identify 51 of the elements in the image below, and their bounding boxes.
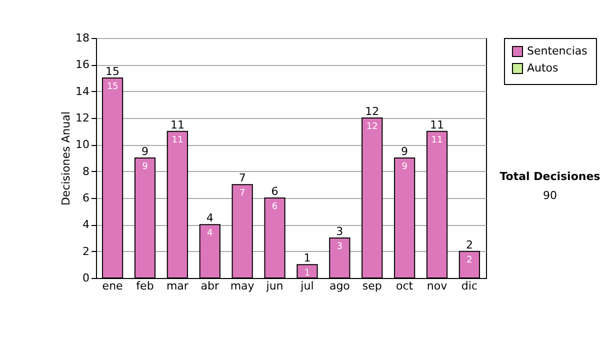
data-label: 11 bbox=[172, 135, 184, 146]
total-label: 6 bbox=[271, 185, 278, 198]
x-tick-label: dic bbox=[461, 280, 478, 292]
x-tick-label: oct bbox=[396, 280, 414, 292]
total-label: 3 bbox=[336, 225, 344, 238]
x-tick-label: jun bbox=[265, 280, 284, 292]
x-tick-label: may bbox=[230, 280, 255, 292]
legend-label: Sentencias bbox=[527, 44, 588, 58]
data-label: 4 bbox=[207, 228, 214, 239]
y-tick-label: 4 bbox=[82, 218, 90, 232]
y-tick-label: 0 bbox=[82, 272, 90, 284]
total-label: 7 bbox=[238, 172, 246, 185]
data-label: 3 bbox=[336, 242, 343, 252]
y-axis-title: Decisiones Anual bbox=[60, 111, 73, 206]
x-tick-label: abr bbox=[200, 280, 220, 292]
x-tick-label: ene bbox=[102, 280, 124, 292]
x-tick-label: ago bbox=[329, 280, 350, 292]
total-label: 2 bbox=[466, 238, 473, 252]
y-tick-label: 14 bbox=[76, 84, 90, 98]
x-tick-label: jul bbox=[300, 280, 314, 292]
text: Total Decisiones bbox=[498, 170, 600, 183]
total-label: 11 bbox=[430, 118, 444, 132]
y-tick-label: 16 bbox=[76, 58, 90, 72]
y-tick-label: 10 bbox=[76, 138, 90, 152]
y-tick-label: 8 bbox=[82, 164, 90, 178]
x-tick-label: feb bbox=[136, 280, 154, 292]
total-label: 15 bbox=[106, 65, 120, 78]
data-label: 7 bbox=[239, 188, 246, 199]
total-label: 9 bbox=[401, 145, 408, 158]
total-label: 11 bbox=[170, 118, 184, 132]
total-label: 4 bbox=[206, 212, 214, 225]
y-tick-label: 18 bbox=[76, 32, 90, 44]
data-label: 1 bbox=[304, 268, 310, 279]
x-tick-label: nov bbox=[426, 280, 448, 292]
data-label: 2 bbox=[466, 255, 472, 266]
total-label: 1 bbox=[304, 252, 311, 265]
data-label: 9 bbox=[402, 162, 408, 172]
data-label: 12 bbox=[366, 122, 378, 132]
x-tick-label: mar bbox=[166, 280, 189, 292]
data-label: 9 bbox=[142, 162, 148, 172]
data-label: 15 bbox=[106, 82, 118, 92]
y-tick-label: 2 bbox=[82, 244, 90, 258]
total-label: 12 bbox=[365, 105, 380, 118]
text: 90 bbox=[542, 189, 558, 202]
y-tick-label: 6 bbox=[82, 192, 90, 204]
x-tick-label: sep bbox=[362, 280, 382, 292]
legend-label: Autos bbox=[527, 62, 559, 74]
y-tick-label: 12 bbox=[76, 112, 90, 124]
total-label: 9 bbox=[141, 145, 148, 158]
data-label: 6 bbox=[272, 202, 278, 212]
data-label: 11 bbox=[431, 135, 443, 146]
